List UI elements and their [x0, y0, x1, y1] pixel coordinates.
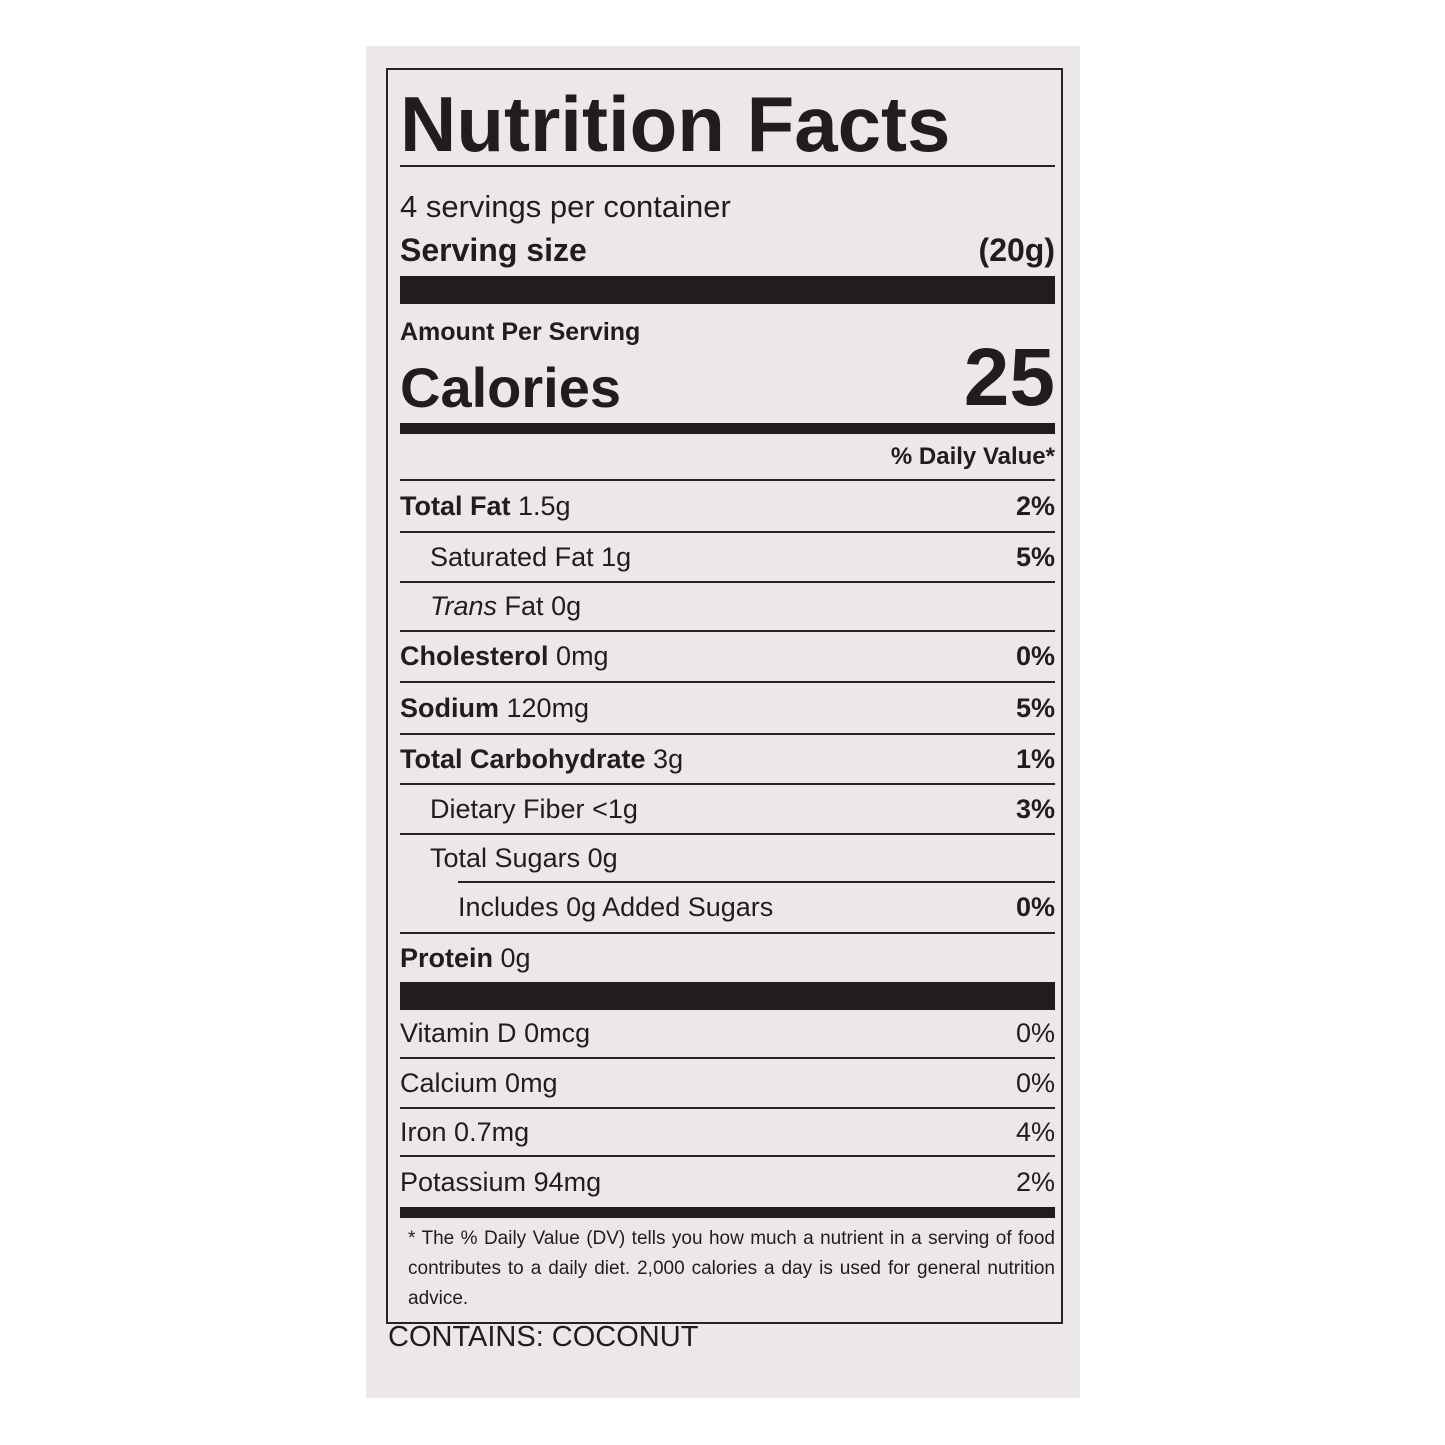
- thick-divider: [400, 276, 1055, 304]
- medium-divider: [400, 423, 1055, 434]
- nutrient-dv: 5%: [1015, 541, 1055, 572]
- nutrient-dv: 2%: [1015, 491, 1055, 521]
- nutrient-amount: <1g: [592, 793, 638, 824]
- nutrient-name: Sodium: [400, 692, 499, 723]
- nutrient-name: Cholesterol: [400, 641, 549, 671]
- nutrient-name: Total Fat: [400, 491, 511, 521]
- daily-value-footnote: * The % Daily Value (DV) tells you how m…: [408, 1228, 1055, 1309]
- nutrient-name: Total Carbohydrate: [400, 743, 646, 774]
- nutrient-name: Total Sugars: [430, 842, 581, 873]
- product-panel: [366, 46, 1080, 1398]
- allergen-statement: CONTAINS: COCONUT: [388, 1321, 699, 1353]
- nutrient-name: Saturated Fat: [430, 541, 594, 572]
- vitamin-amount: 0mcg: [524, 1018, 591, 1048]
- vitamin-dv: 2%: [1015, 1166, 1055, 1197]
- vitamin-dv: 4%: [1015, 1116, 1055, 1147]
- nutrient-amount: 120mg: [506, 692, 590, 723]
- nutrient-row-saturated-fat: Saturated Fat 1g 5%: [400, 533, 1055, 583]
- serving-size-label: Serving size: [400, 232, 587, 268]
- medium-divider: [400, 1207, 1055, 1218]
- nutrient-dv: 1%: [1015, 743, 1055, 774]
- nutrient-row-dietary-fiber: Dietary Fiber <1g 3%: [400, 785, 1055, 835]
- nutrition-facts-label: [386, 68, 1063, 1324]
- calories-label: Calories: [400, 356, 621, 419]
- nutrient-dv: 0%: [1015, 892, 1055, 922]
- nutrient-amount: 0g: [587, 842, 618, 873]
- nutrient-row-total-sugars: Total Sugars 0g: [400, 835, 1055, 881]
- nutrient-row-trans-fat: Trans Fat 0g: [400, 583, 1055, 632]
- nutrient-row-protein: Protein 0g: [400, 934, 1055, 982]
- divider: [458, 881, 1055, 883]
- vitamin-amount: 94mg: [533, 1166, 602, 1197]
- vitamin-amount: 0mg: [505, 1067, 558, 1098]
- nutrient-row-added-sugars: Includes 0g Added Sugars 0%: [400, 883, 1055, 934]
- servings-per-container: 4 servings per container: [400, 189, 731, 224]
- nutrient-name: Dietary Fiber: [430, 793, 585, 824]
- nutrient-amount: 1g: [601, 541, 632, 572]
- nutrient-amount: 0g: [500, 942, 531, 973]
- nutrient-amount: 0mg: [556, 641, 609, 671]
- vitamin-name: Vitamin D: [400, 1018, 517, 1048]
- nutrient-dv: 0%: [1015, 641, 1055, 671]
- thick-divider: [400, 982, 1055, 1010]
- nutrient-amount: 3g: [653, 743, 684, 774]
- nutrient-amount: 0g Added Sugars: [566, 892, 774, 922]
- vitamin-name: Iron: [400, 1116, 447, 1147]
- nutrient-dv: 3%: [1015, 793, 1055, 824]
- nutrient-amount: 0g: [551, 591, 582, 621]
- nutrient-name: Trans: [430, 591, 498, 621]
- divider: [400, 165, 1055, 167]
- daily-value-header: % Daily Value*: [890, 443, 1055, 470]
- vitamin-row-vitamin-d: Vitamin D 0mcg 0%: [400, 1010, 1055, 1059]
- nutrient-row-total-carbohydrate: Total Carbohydrate 3g 1%: [400, 735, 1055, 785]
- nutrient-amount: 1.5g: [518, 491, 571, 521]
- vitamin-amount: 0.7mg: [454, 1116, 530, 1147]
- vitamin-row-calcium: Calcium 0mg 0%: [400, 1059, 1055, 1109]
- label-title: Nutrition Facts: [400, 80, 951, 168]
- vitamin-dv: 0%: [1015, 1067, 1055, 1098]
- vitamin-name: Calcium: [400, 1067, 498, 1098]
- nutrient-row-cholesterol: Cholesterol 0mg 0%: [400, 632, 1055, 683]
- serving-size-value: (20g): [978, 232, 1055, 268]
- amount-per-serving: Amount Per Serving: [400, 318, 641, 346]
- nutrient-row-total-fat: Total Fat 1.5g 2%: [400, 482, 1055, 533]
- calories-value: 25: [963, 332, 1055, 423]
- vitamin-dv: 0%: [1015, 1018, 1055, 1048]
- nutrient-row-sodium: Sodium 120mg 5%: [400, 683, 1055, 735]
- nutrient-name: Includes: [458, 892, 559, 922]
- nutrient-dv: 5%: [1015, 692, 1055, 723]
- vitamin-name: Potassium: [400, 1166, 527, 1197]
- divider: [400, 479, 1055, 481]
- vitamin-row-iron: Iron 0.7mg 4%: [400, 1109, 1055, 1157]
- calories-row: Calories 25: [400, 336, 1055, 420]
- serving-size-row: Serving size (20g): [400, 230, 1055, 270]
- nutrient-name: Protein: [400, 942, 494, 973]
- nutrient-name-suffix: Fat: [504, 591, 544, 621]
- vitamin-row-potassium: Potassium 94mg 2%: [400, 1157, 1055, 1207]
